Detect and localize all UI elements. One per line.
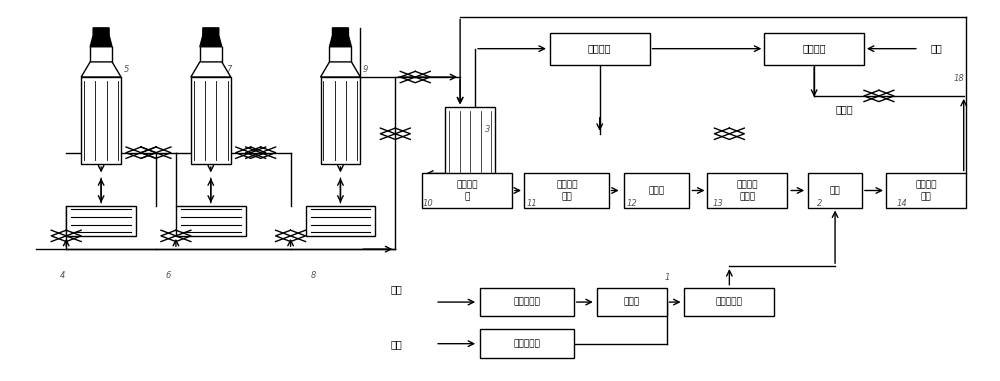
FancyBboxPatch shape — [764, 33, 864, 65]
Text: 4: 4 — [60, 271, 66, 280]
Text: 反应产物
干燥器: 反应产物 干燥器 — [737, 180, 758, 201]
Text: 1: 1 — [665, 273, 670, 282]
Text: 油洗冷却
塔: 油洗冷却 塔 — [456, 180, 478, 201]
Polygon shape — [81, 62, 121, 77]
FancyBboxPatch shape — [624, 173, 689, 208]
Polygon shape — [191, 62, 231, 77]
Text: 2: 2 — [817, 199, 822, 208]
Text: 12: 12 — [627, 199, 637, 208]
FancyBboxPatch shape — [684, 288, 774, 316]
FancyBboxPatch shape — [422, 173, 512, 208]
Polygon shape — [320, 62, 360, 77]
Text: 14: 14 — [897, 199, 908, 208]
Text: 6: 6 — [166, 271, 171, 280]
FancyBboxPatch shape — [886, 173, 966, 208]
Text: 醚化系统: 醚化系统 — [802, 44, 826, 54]
Text: 9: 9 — [362, 65, 368, 74]
Text: 5: 5 — [124, 65, 129, 74]
Text: 产品气压
缩机: 产品气压 缩机 — [556, 180, 578, 201]
FancyBboxPatch shape — [707, 173, 787, 208]
Text: 醚化物: 醚化物 — [835, 104, 853, 114]
FancyBboxPatch shape — [550, 33, 650, 65]
Text: 3: 3 — [485, 125, 490, 134]
Polygon shape — [200, 28, 222, 47]
Text: 丙烷: 丙烷 — [390, 284, 402, 294]
Text: 18: 18 — [954, 74, 964, 83]
FancyBboxPatch shape — [808, 173, 862, 208]
FancyBboxPatch shape — [191, 77, 231, 164]
FancyBboxPatch shape — [524, 173, 609, 208]
Text: 脱汞床: 脱汞床 — [624, 298, 640, 307]
FancyBboxPatch shape — [445, 107, 495, 175]
Polygon shape — [90, 28, 112, 47]
FancyBboxPatch shape — [480, 330, 574, 358]
FancyBboxPatch shape — [480, 288, 574, 316]
Text: 8: 8 — [311, 271, 316, 280]
FancyBboxPatch shape — [320, 77, 360, 164]
Text: 10: 10 — [422, 199, 433, 208]
Text: 甲醇: 甲醇 — [931, 44, 943, 54]
Text: 11: 11 — [527, 199, 538, 208]
Text: 丁烷: 丁烷 — [390, 339, 402, 349]
Text: 13: 13 — [712, 199, 723, 208]
Text: 丁烷缓冲罐: 丁烷缓冲罐 — [513, 339, 540, 348]
FancyBboxPatch shape — [597, 288, 667, 316]
Text: 脱氮罐: 脱氮罐 — [649, 186, 665, 195]
Polygon shape — [329, 28, 351, 47]
Text: 冷箱: 冷箱 — [830, 186, 840, 195]
FancyBboxPatch shape — [176, 206, 246, 236]
FancyBboxPatch shape — [66, 206, 136, 236]
Text: 进料保护床: 进料保护床 — [513, 298, 540, 307]
FancyBboxPatch shape — [81, 77, 121, 164]
Text: 分馏精制
装置: 分馏精制 装置 — [915, 180, 937, 201]
Text: 进料干燥器: 进料干燥器 — [716, 298, 743, 307]
Text: 7: 7 — [226, 65, 231, 74]
Text: 脱硫系统: 脱硫系统 — [588, 44, 611, 54]
FancyBboxPatch shape — [306, 206, 375, 236]
